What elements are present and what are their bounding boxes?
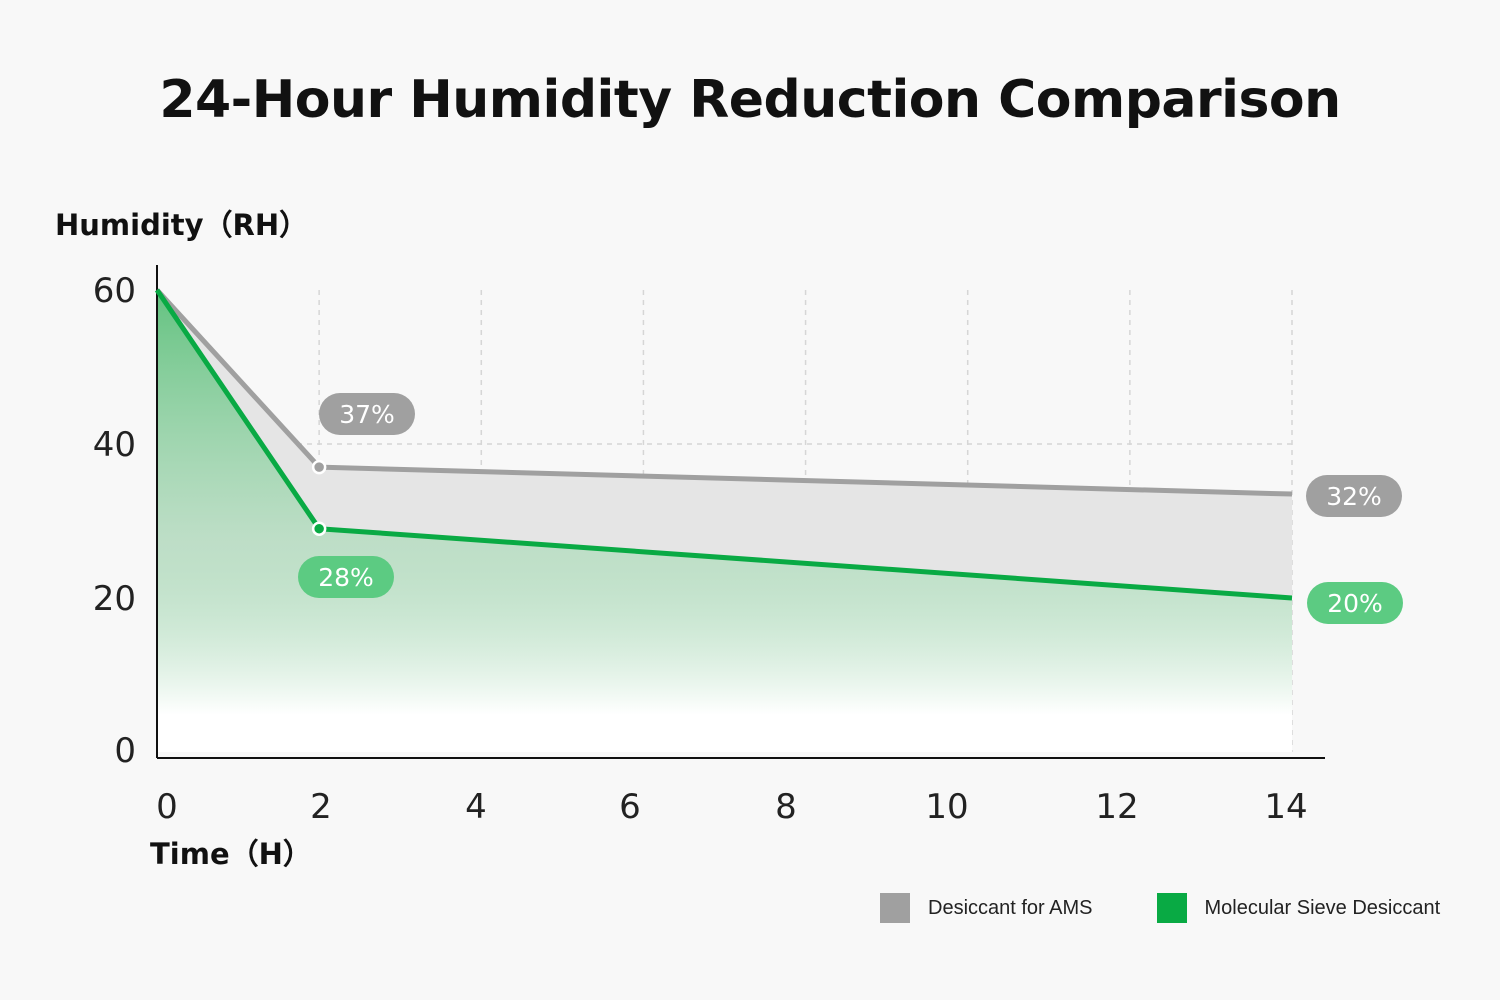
legend-label-molecular-sieve: Molecular Sieve Desiccant bbox=[1204, 896, 1441, 919]
y-tick-label-60: 60 bbox=[93, 271, 136, 311]
x-tick-label-4: 4 bbox=[465, 787, 487, 827]
legend-swatch-ams bbox=[880, 893, 910, 923]
legend-label-ams: Desiccant for AMS bbox=[928, 896, 1093, 919]
x-tick-label-12: 12 bbox=[1095, 787, 1138, 827]
annotation-ams-14-bg bbox=[1306, 475, 1402, 517]
y-tick-label-40: 40 bbox=[93, 425, 136, 465]
point-marker-molecular-sieve-2 bbox=[311, 521, 327, 536]
legend-swatch-molecular-sieve bbox=[1156, 893, 1187, 923]
x-tick-label-2: 2 bbox=[310, 787, 332, 827]
annotation-ams-14: 32% bbox=[1306, 475, 1402, 517]
legend-item-molecular-sieve: Molecular Sieve Desiccant bbox=[1156, 893, 1441, 923]
annotation-ams-2-bg bbox=[319, 393, 415, 435]
annotation-molecular-sieve-2: 28% bbox=[298, 556, 394, 598]
y-axis-title: Humidity（RH） bbox=[55, 208, 308, 242]
annotation-molecular-sieve-14-text: 20% bbox=[1327, 589, 1383, 618]
annotation-ams-2: 37% bbox=[319, 393, 415, 435]
y-tick-label-0: 0 bbox=[114, 731, 136, 771]
annotation-ams-14-text: 32% bbox=[1326, 482, 1382, 511]
area-molecular-sieve bbox=[157, 290, 1292, 752]
annotation-molecular-sieve-2-text: 28% bbox=[318, 563, 374, 592]
chart-title: 24-Hour Humidity Reduction Comparison bbox=[159, 70, 1341, 130]
series-line-ams bbox=[155, 288, 1293, 497]
annotation-ams-2-text: 37% bbox=[339, 400, 395, 429]
x-tick-label-6: 6 bbox=[619, 787, 641, 827]
annotation-molecular-sieve-2-bg bbox=[298, 556, 394, 598]
x-tick-label-8: 8 bbox=[775, 787, 797, 827]
x-tick-label-14: 14 bbox=[1264, 787, 1307, 827]
x-tick-label-10: 10 bbox=[925, 787, 968, 827]
x-axis-title: Time（H） bbox=[150, 837, 312, 871]
y-tick-label-20: 20 bbox=[93, 579, 136, 619]
annotation-molecular-sieve-14: 20% bbox=[1307, 582, 1403, 624]
annotation-molecular-sieve-14-bg bbox=[1307, 582, 1403, 624]
point-marker-ams-2 bbox=[311, 459, 327, 475]
legend-item-ams: Desiccant for AMS bbox=[880, 893, 1093, 923]
legend: Desiccant for AMS Molecular Sieve Desicc… bbox=[880, 893, 1440, 923]
x-tick-label-0: 0 bbox=[156, 787, 178, 827]
